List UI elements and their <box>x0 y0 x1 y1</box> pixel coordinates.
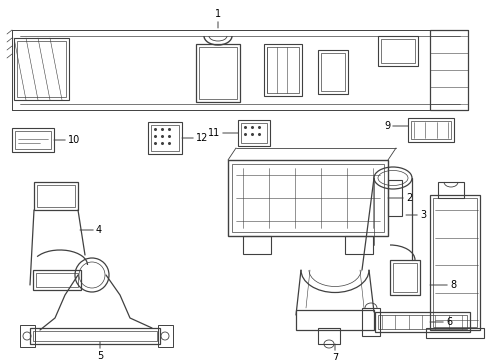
Bar <box>378 36 418 66</box>
Bar <box>381 39 415 63</box>
Bar <box>33 270 81 290</box>
Bar <box>388 180 402 216</box>
Bar <box>430 195 480 330</box>
Bar <box>411 121 451 139</box>
Bar <box>30 328 160 344</box>
Text: 2: 2 <box>388 193 412 203</box>
Text: 12: 12 <box>182 133 208 143</box>
Text: 6: 6 <box>430 317 452 327</box>
Bar <box>148 122 182 154</box>
Bar <box>20 325 35 347</box>
Bar <box>318 328 340 344</box>
Text: 11: 11 <box>208 128 238 138</box>
Bar <box>318 50 348 94</box>
Text: 10: 10 <box>54 135 80 145</box>
Bar <box>438 182 464 198</box>
Bar <box>151 125 179 151</box>
Bar <box>378 315 467 329</box>
Bar <box>37 185 75 207</box>
Text: 1: 1 <box>215 9 221 28</box>
Bar <box>362 308 380 336</box>
Bar <box>264 44 302 96</box>
Text: 3: 3 <box>406 210 426 220</box>
Bar <box>196 44 240 102</box>
Bar <box>158 325 173 347</box>
Bar <box>426 328 484 338</box>
Bar <box>34 182 78 210</box>
Bar <box>267 47 299 93</box>
Bar <box>15 131 51 149</box>
Bar <box>199 47 237 99</box>
Bar <box>375 312 470 332</box>
Bar <box>393 263 417 292</box>
Bar <box>228 160 388 236</box>
Bar <box>390 260 420 295</box>
Bar <box>14 38 69 100</box>
Bar <box>33 331 157 341</box>
Bar <box>321 53 345 91</box>
Bar <box>430 30 468 110</box>
Bar <box>243 236 271 254</box>
Text: 7: 7 <box>332 344 338 360</box>
Text: 8: 8 <box>430 280 456 290</box>
Text: 9: 9 <box>384 121 408 131</box>
Bar <box>12 128 54 152</box>
Bar <box>241 123 267 143</box>
Bar <box>408 118 454 142</box>
Text: 5: 5 <box>97 342 103 360</box>
Bar <box>17 41 66 97</box>
Bar <box>232 164 384 232</box>
Bar <box>433 198 477 327</box>
Text: 4: 4 <box>80 225 102 235</box>
Bar <box>296 310 374 330</box>
Bar <box>345 236 373 254</box>
Bar <box>238 120 270 146</box>
Bar <box>36 273 78 287</box>
